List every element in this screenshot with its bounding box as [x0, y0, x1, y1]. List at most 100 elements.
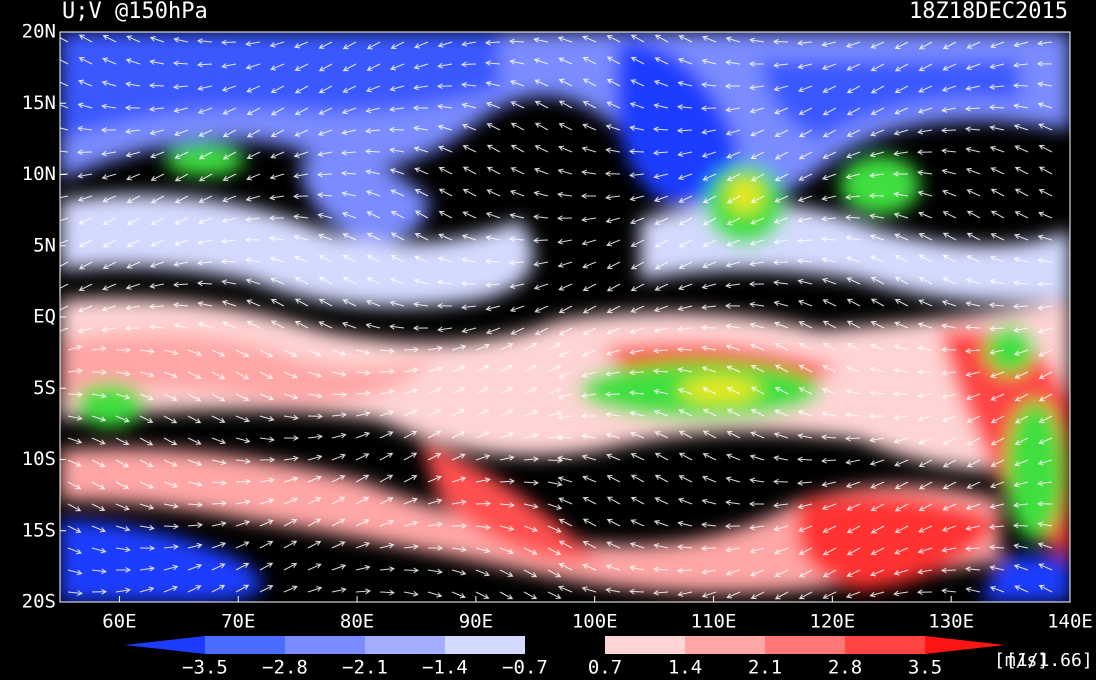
wind-arrow: [438, 210, 453, 219]
wind-arrow: [894, 503, 909, 512]
wind-arrow: [355, 390, 371, 397]
wind-arrow: [628, 588, 645, 595]
wind-arrow: [605, 349, 621, 356]
wind-arrow: [557, 414, 573, 421]
wind-arrow: [235, 393, 250, 401]
wind-arrow: [437, 62, 453, 69]
wind-arrow: [556, 215, 573, 222]
wind-arrow: [547, 525, 562, 533]
wind-arrow: [91, 369, 108, 376]
wind-arrow: [341, 170, 357, 177]
wind-arrow: [331, 391, 348, 398]
wind-arrow: [916, 149, 933, 156]
wind-arrow: [461, 102, 477, 109]
wind-arrow: [475, 408, 490, 417]
wind-arrow: [533, 261, 549, 267]
wind-arrow: [678, 475, 693, 483]
wind-arrow: [172, 60, 189, 67]
wind-arrow: [846, 277, 861, 285]
wind-arrow: [966, 437, 981, 446]
wind-arrow: [67, 368, 83, 374]
wind-arrow: [403, 475, 418, 483]
wind-arrow: [1038, 437, 1053, 445]
wind-arrow: [894, 63, 909, 72]
wind-arrow: [427, 568, 443, 575]
wind-arrow: [941, 547, 957, 553]
wind-arrow: [557, 168, 573, 175]
wind-arrow: [485, 305, 501, 312]
wind-arrow: [845, 256, 861, 263]
wind-arrow: [558, 327, 573, 336]
wind-arrow: [197, 107, 213, 114]
wind-arrow: [317, 192, 333, 198]
wind-arrow: [652, 126, 669, 133]
wind-arrow: [822, 547, 837, 556]
wind-arrow: [725, 36, 741, 43]
wind-arrow: [307, 393, 323, 399]
wind-arrow: [269, 194, 285, 201]
wind-arrow: [989, 524, 1005, 530]
lat-label: 20N: [22, 21, 56, 43]
wind-arrow: [124, 104, 141, 111]
wind-arrow: [91, 345, 107, 352]
wind-arrow: [1038, 415, 1053, 423]
wind-arrow: [126, 239, 141, 248]
wind-arrow: [365, 322, 381, 329]
wind-arrow: [126, 195, 141, 203]
wind-arrow: [163, 523, 180, 530]
colorbar-box: [445, 636, 525, 654]
wind-arrow: [870, 321, 885, 329]
wind-arrow: [846, 298, 861, 307]
wind-arrow: [60, 305, 69, 313]
wind-arrow: [499, 591, 514, 600]
wind-arrow: [403, 388, 419, 395]
wind-arrow: [427, 408, 442, 417]
wind-arrow: [245, 195, 261, 202]
wind-arrow: [677, 497, 693, 505]
wind-arrow: [379, 542, 395, 549]
wind-arrow: [894, 459, 909, 467]
wind-arrow: [845, 388, 861, 395]
wind-arrow: [365, 190, 381, 197]
wind-arrow: [187, 415, 202, 424]
wind-arrow: [869, 151, 885, 158]
wind-arrow: [125, 151, 141, 158]
wind-arrow: [628, 369, 645, 376]
wind-arrow: [126, 173, 141, 181]
wind-arrow: [676, 346, 693, 353]
wind-arrow: [307, 349, 322, 357]
wind-arrow: [150, 195, 165, 204]
wind-arrow: [475, 547, 491, 554]
wind-arrow: [318, 107, 333, 115]
wind-arrow: [294, 107, 309, 116]
wind-arrow: [558, 305, 573, 314]
colorbar-box: [765, 636, 845, 654]
wind-arrow: [965, 85, 981, 91]
wind-arrow: [630, 261, 645, 270]
wind-arrow: [413, 63, 429, 70]
wind-arrow: [606, 541, 621, 549]
wind-arrow: [700, 545, 717, 552]
wind-arrow: [102, 283, 117, 291]
wind-arrow: [437, 103, 453, 110]
wind-arrow: [365, 128, 381, 134]
lat-label: 20S: [22, 591, 56, 613]
wind-arrow: [965, 525, 981, 531]
wind-arrow: [547, 481, 563, 487]
wind-arrow: [115, 503, 130, 511]
wind-arrow: [235, 584, 250, 593]
wind-arrow: [462, 123, 477, 131]
wind-arrow: [606, 305, 621, 314]
wind-arrow: [726, 591, 741, 599]
wind-arrow: [115, 587, 131, 594]
wind-arrow: [222, 173, 237, 181]
wind-arrow: [101, 80, 117, 87]
wind-arrow: [677, 367, 693, 373]
wind-arrow: [796, 456, 813, 463]
wind-arrow: [220, 39, 237, 46]
wind-arrow: [78, 217, 93, 225]
colorbar-arrow: [125, 636, 205, 654]
wind-arrow: [510, 101, 525, 109]
wind-arrow: [653, 79, 669, 87]
